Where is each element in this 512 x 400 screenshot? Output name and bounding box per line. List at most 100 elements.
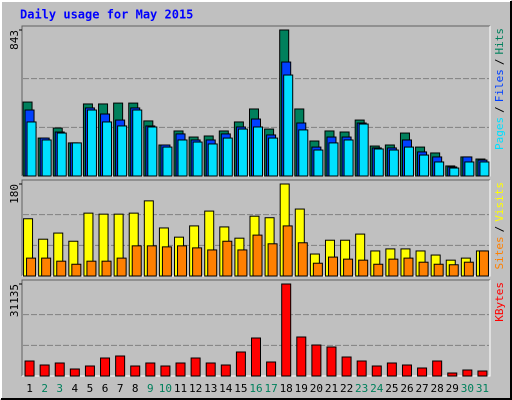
x-tick-label: 13	[204, 382, 217, 395]
bar	[86, 109, 97, 177]
bar	[192, 247, 203, 277]
legend-entry: Files	[493, 69, 506, 102]
legend: Pages / Files / Hits	[493, 28, 506, 150]
bar	[39, 364, 50, 377]
x-tick-label: 15	[234, 382, 247, 395]
x-tick-label: 1	[26, 382, 33, 395]
bar	[116, 257, 127, 277]
bar	[71, 142, 82, 177]
bar	[237, 128, 248, 177]
bar	[418, 261, 429, 277]
bar	[131, 245, 142, 277]
bar	[56, 132, 67, 177]
bar	[252, 234, 263, 277]
x-tick-label: 29	[446, 382, 459, 395]
x-tick-label: 22	[340, 382, 353, 395]
bar	[24, 360, 35, 377]
x-tick-label: 28	[431, 382, 444, 395]
panel-border-dark	[21, 25, 490, 176]
bar	[327, 256, 338, 277]
legend-entry: Hits	[493, 28, 506, 55]
legend-entry: Sites	[493, 236, 506, 269]
bar	[296, 336, 307, 377]
bar	[41, 257, 52, 277]
bar	[101, 260, 112, 277]
bar	[343, 258, 354, 277]
bar	[220, 364, 231, 377]
bar	[479, 161, 490, 177]
x-tick-label: 31	[476, 382, 489, 395]
bar	[433, 263, 444, 277]
bar	[56, 260, 67, 277]
bar	[432, 360, 443, 377]
bar	[41, 139, 52, 177]
bar	[343, 139, 354, 177]
bar	[54, 362, 65, 377]
bar	[419, 154, 430, 177]
bar	[417, 367, 428, 377]
bar	[297, 242, 308, 277]
bar	[222, 137, 233, 177]
bar	[268, 137, 279, 177]
bar	[130, 365, 141, 377]
bar	[478, 250, 489, 277]
bar	[311, 344, 322, 377]
bar	[102, 121, 113, 177]
x-tick-label: 9	[147, 382, 154, 395]
y-tick-label: 180	[8, 184, 21, 204]
x-tick-label: 12	[189, 382, 202, 395]
x-tick-label: 25	[385, 382, 398, 395]
bar	[313, 149, 324, 177]
bar	[463, 261, 474, 277]
x-tick-label: 24	[370, 382, 384, 395]
bar	[356, 360, 367, 377]
bar	[237, 249, 248, 277]
bar	[477, 370, 488, 377]
x-tick-label: 2	[41, 382, 48, 395]
bar	[132, 109, 143, 177]
legend-separator: /	[493, 226, 506, 233]
legend-entry: KBytes	[493, 282, 506, 322]
legend-entry: Pages	[493, 117, 506, 150]
bar	[84, 365, 95, 377]
bar	[403, 146, 414, 177]
bar	[26, 121, 37, 177]
bar	[341, 356, 352, 377]
x-tick-label: 18	[280, 382, 293, 395]
bar	[267, 243, 278, 277]
bar	[117, 125, 128, 177]
bar	[161, 246, 172, 277]
x-tick-label: 17	[264, 382, 277, 395]
bar	[266, 361, 277, 377]
x-tick-label: 10	[159, 382, 172, 395]
x-tick-label: 27	[415, 382, 428, 395]
bar	[403, 257, 414, 277]
bar	[69, 368, 80, 377]
bar	[100, 357, 111, 377]
x-tick-label: 4	[72, 382, 79, 395]
bar	[358, 259, 369, 277]
bar	[312, 262, 323, 277]
bar	[434, 161, 445, 177]
x-tick-label: 23	[355, 382, 368, 395]
bar	[449, 167, 460, 177]
bar	[162, 146, 173, 177]
legend-separator: /	[493, 106, 506, 113]
bar	[207, 143, 218, 177]
bar	[298, 129, 309, 177]
x-tick-label: 21	[325, 382, 338, 395]
bar	[177, 139, 188, 177]
x-tick-label: 20	[310, 382, 323, 395]
x-tick-label: 16	[249, 382, 262, 395]
bar	[251, 337, 261, 377]
bar	[192, 141, 203, 177]
bar	[26, 257, 37, 277]
x-tick-label: 19	[295, 382, 308, 395]
bar	[388, 258, 399, 277]
legend: KBytes	[493, 282, 506, 322]
bar	[373, 263, 384, 277]
x-tick-label: 30	[461, 382, 474, 395]
